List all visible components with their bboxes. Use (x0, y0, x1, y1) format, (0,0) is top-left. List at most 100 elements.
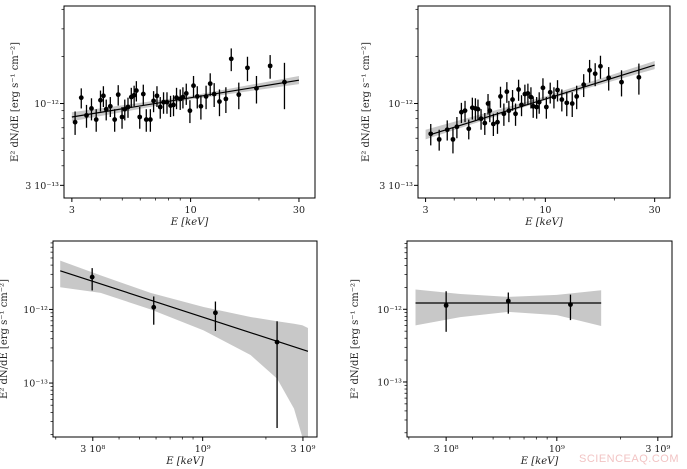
plot-area (60, 260, 309, 437)
panel-bottom-left: 3 10⁸ 10⁹ 3 10⁹ 10⁻¹² 10⁻¹³ E [keV] E² dN/dE [… (0, 240, 318, 467)
y-axis-label: E² dN/dE [erg s⁻¹ cm⁻²] (10, 42, 21, 162)
data-point (547, 89, 553, 95)
data-point (569, 101, 575, 106)
data-point (466, 126, 472, 132)
data-point (151, 304, 157, 310)
data-point (194, 94, 200, 99)
data-point (245, 65, 250, 71)
data-point (536, 99, 542, 105)
data-point (551, 94, 557, 100)
data-point (454, 124, 460, 130)
y-tick-label: 10⁻¹² (34, 99, 59, 110)
data-point (198, 103, 204, 109)
data-point (606, 75, 612, 81)
x-tick-label: 3 10⁸ (434, 444, 459, 455)
data-point (89, 106, 94, 111)
data-point (191, 83, 196, 89)
x-tick-label: 3 (69, 205, 75, 216)
data-point (274, 339, 280, 345)
data-point (574, 94, 580, 99)
data-point (487, 108, 493, 114)
data-point (505, 298, 511, 304)
x-tick-label: 10⁹ (195, 444, 211, 455)
data-point (100, 93, 106, 99)
data-point (559, 97, 565, 102)
data-point (254, 85, 259, 91)
data-point (525, 91, 531, 96)
data-point (147, 117, 153, 122)
data-point (458, 109, 464, 115)
data-point (89, 274, 95, 280)
data-point (133, 88, 139, 93)
data-point (482, 120, 488, 126)
data-point (217, 99, 222, 104)
data-point (495, 119, 500, 125)
x-axis-label: E [keV] (524, 217, 563, 228)
data-point (528, 94, 534, 100)
data-point (93, 117, 99, 122)
panel-top-left: 3 10 30 10⁻¹² 3 10⁻¹³ E [keV] E² dN/dE [erg s⁻… (10, 5, 316, 228)
data-point (103, 106, 109, 112)
data-point (98, 97, 103, 103)
data-point (207, 81, 213, 87)
data-point (119, 114, 125, 120)
data-point (450, 136, 456, 142)
data-point (107, 103, 113, 109)
y-tick-label: 10⁻¹² (388, 99, 413, 110)
data-point (564, 100, 570, 106)
data-point (140, 91, 146, 97)
data-point (501, 111, 507, 117)
data-point (436, 136, 442, 142)
data-point (490, 121, 496, 127)
data-point (112, 117, 118, 122)
watermark: SCIENCEAQ.COM (578, 453, 679, 465)
data-point (154, 93, 160, 99)
data-point (72, 119, 78, 125)
data-point (267, 63, 273, 69)
axes-frame (63, 5, 316, 199)
data-point (84, 112, 89, 118)
data-point (187, 108, 193, 114)
panel-bottom-right: 3 10⁸ 10⁹ 3 10⁹ 10⁻¹² 10⁻¹³ E [keV] E² dN/dE [… (350, 240, 673, 467)
y-tick-label: 3 10⁻¹³ (25, 181, 59, 192)
y-tick-label: 3 10⁻¹³ (379, 181, 413, 192)
x-axis-label: E [keV] (165, 456, 204, 467)
plot-area (425, 55, 655, 154)
data-point (462, 108, 468, 114)
x-tick-label: 30 (649, 205, 661, 216)
data-point (619, 79, 624, 85)
data-point (78, 95, 84, 101)
data-point (223, 96, 229, 102)
confidence-band (60, 260, 308, 437)
x-axis-label: E [keV] (170, 217, 209, 228)
y-tick-label: 10⁻¹² (377, 305, 402, 316)
y-tick-label: 10⁻¹³ (377, 377, 402, 388)
plot-area (415, 289, 602, 332)
x-tick-label: 3 10⁹ (290, 444, 315, 455)
data-point (125, 104, 131, 110)
data-point (444, 127, 450, 133)
data-point (183, 91, 189, 96)
data-point (157, 104, 163, 110)
data-point (636, 74, 642, 80)
data-point (543, 104, 549, 110)
data-point (143, 117, 149, 122)
data-point (519, 102, 524, 108)
data-point (164, 99, 170, 105)
plot-area (71, 48, 300, 135)
data-point (498, 94, 503, 99)
data-point (203, 94, 209, 99)
data-point (228, 56, 234, 62)
data-point (161, 99, 166, 105)
data-point (174, 95, 179, 101)
data-point (568, 302, 573, 308)
data-point (171, 102, 176, 108)
data-point (428, 131, 434, 137)
data-point (236, 92, 242, 98)
data-point (180, 94, 186, 100)
data-point (581, 82, 587, 88)
data-point (598, 63, 603, 69)
data-point (540, 85, 546, 91)
data-point (478, 116, 484, 122)
